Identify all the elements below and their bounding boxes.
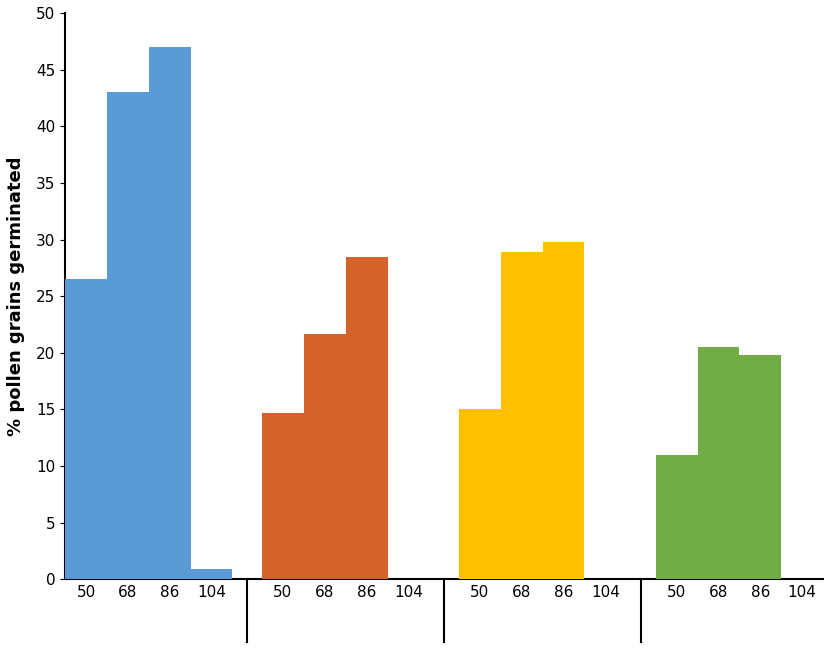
Bar — [191, 569, 232, 579]
Y-axis label: % pollen grains germinated: % pollen grains germinated — [7, 157, 25, 436]
Bar — [543, 242, 584, 579]
Bar — [345, 256, 388, 579]
Bar — [697, 347, 740, 579]
Bar — [65, 279, 107, 579]
Bar — [149, 47, 191, 579]
Bar — [500, 252, 543, 579]
Bar — [304, 334, 345, 579]
Bar — [107, 93, 149, 579]
Bar — [459, 410, 500, 579]
Bar — [262, 413, 304, 579]
Bar — [740, 355, 781, 579]
Bar — [656, 455, 697, 579]
